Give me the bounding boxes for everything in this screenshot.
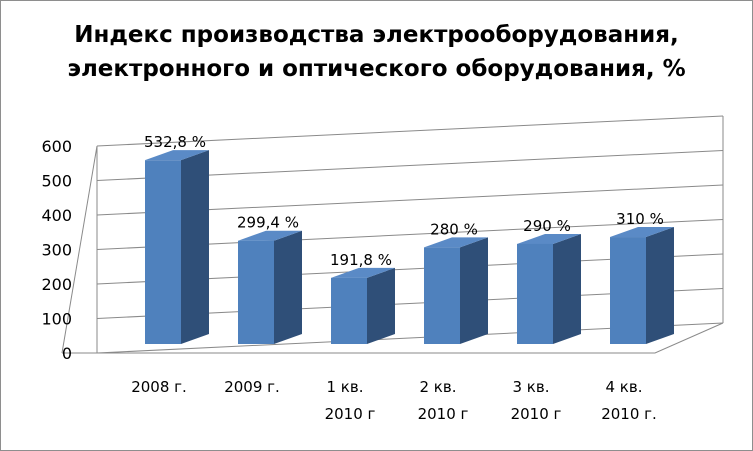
bar-side	[181, 150, 209, 344]
bar-front	[424, 247, 460, 344]
y-tick-label: 100	[41, 310, 72, 329]
data-labels: 532,8 % 299,4 % 191,8 % 280 % 290 % 310 %	[144, 133, 664, 269]
gridline	[96, 115, 724, 147]
bar	[145, 150, 209, 344]
y-axis-line	[61, 145, 98, 354]
bar-top	[145, 150, 209, 161]
bar-side	[274, 230, 302, 344]
x-category-label-line: 2008 г.	[131, 378, 187, 396]
data-label: 299,4 %	[237, 214, 299, 232]
bar	[424, 237, 488, 344]
bar-front	[517, 243, 553, 344]
data-label: 532,8 %	[144, 133, 206, 151]
bar-front	[238, 240, 274, 344]
x-category-label-line: 4 кв.	[606, 378, 643, 396]
bar-top	[610, 227, 674, 238]
y-tick-labels: 0 100 200 300 400 500 600	[41, 137, 72, 363]
bar-top	[424, 237, 488, 248]
x-category-label: 2 кв. 2010 г	[418, 378, 469, 423]
data-label: 191,8 %	[330, 251, 392, 269]
bar-front	[331, 277, 367, 344]
y-tick-label: 300	[41, 241, 72, 260]
bar-side	[646, 227, 674, 344]
bar	[517, 233, 581, 344]
x-category-label: 2009 г.	[224, 378, 280, 396]
x-category-label-line: 3 кв.	[513, 378, 550, 396]
bar	[238, 230, 302, 344]
data-label: 290 %	[523, 217, 571, 235]
bar-top	[331, 267, 395, 278]
chart-title-line-1: Индекс производства электрооборудования,	[74, 22, 679, 48]
data-label: 280 %	[430, 220, 478, 238]
x-category-label-line: 2009 г.	[224, 378, 280, 396]
y-tick-label: 400	[41, 206, 72, 225]
x-category-label-line: 2010 г	[325, 405, 376, 423]
y-tick-label: 0	[62, 344, 72, 363]
x-category-label-line: 2010 г.	[601, 405, 657, 423]
x-category-label-line: 2 кв.	[420, 378, 457, 396]
bar-front	[145, 160, 181, 344]
bar	[610, 227, 674, 344]
floor-outline	[62, 322, 724, 354]
bar-side	[460, 237, 488, 344]
chart-title: Индекс производства электрооборудования,…	[0, 18, 753, 86]
bar	[331, 267, 395, 344]
x-category-label-line: 2010 г	[418, 405, 469, 423]
x-category-label-line: 1 кв.	[327, 378, 364, 396]
bars	[145, 150, 674, 344]
y-tick-label: 600	[41, 137, 72, 156]
x-category-label: 1 кв. 2010 г	[325, 378, 376, 423]
y-tick-label: 500	[41, 172, 72, 191]
data-label: 310 %	[616, 210, 664, 228]
bar-side	[553, 233, 581, 344]
x-category-labels: 2008 г. 2009 г. 1 кв. 2010 г2 кв. 2010 г3 кв…	[131, 378, 657, 423]
chart-title-line-2: электронного и оптического оборудования,…	[67, 56, 686, 82]
bar-front	[610, 237, 646, 344]
x-category-label: 2008 г.	[131, 378, 187, 396]
bar-top	[238, 230, 302, 241]
y-tick-label: 200	[41, 275, 72, 294]
x-category-label: 3 кв. 2010 г	[511, 378, 562, 423]
bar-side	[367, 267, 395, 344]
x-category-label: 4 кв. 2010 г.	[601, 378, 657, 423]
bar-top	[517, 233, 581, 244]
x-category-label-line: 2010 г	[511, 405, 562, 423]
